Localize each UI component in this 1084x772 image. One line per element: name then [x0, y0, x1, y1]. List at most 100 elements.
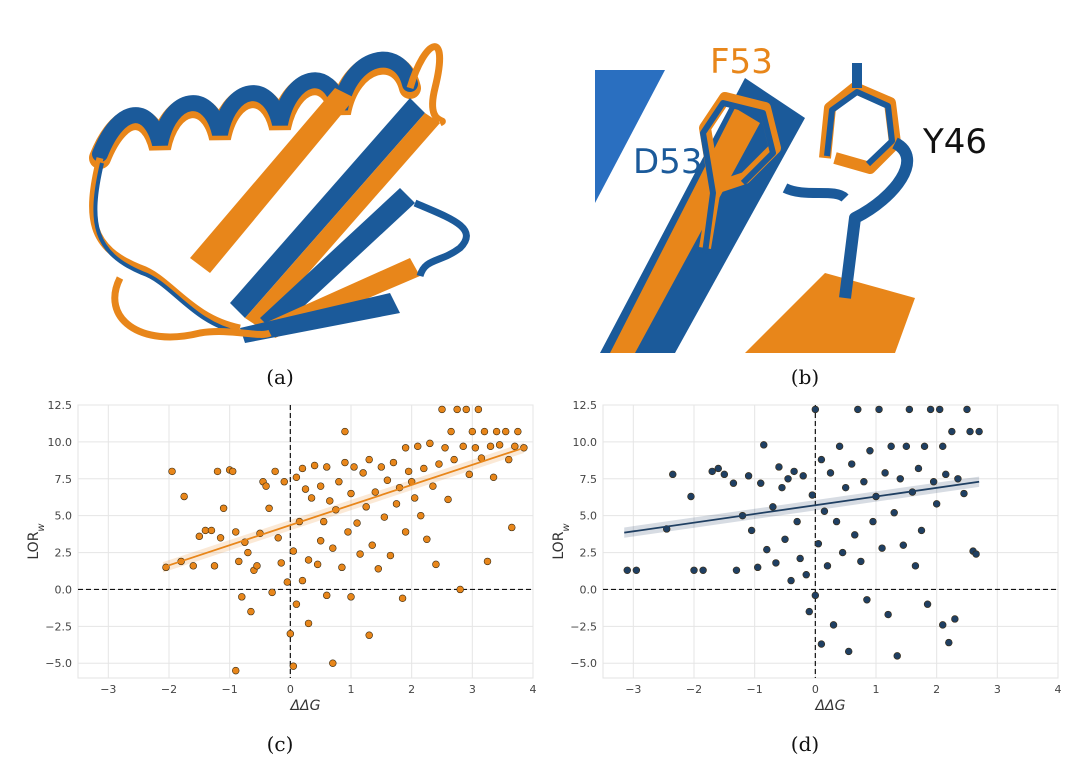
- data-point: [274, 534, 282, 542]
- data-point: [863, 596, 871, 604]
- y-tick-label: 12.5: [573, 399, 598, 412]
- data-point: [356, 550, 364, 558]
- data-point: [304, 619, 313, 628]
- data-point: [511, 442, 519, 451]
- y-axis-label: LORw: [26, 523, 47, 560]
- data-point: [262, 482, 270, 490]
- y-tick-label: 7.5: [55, 473, 73, 486]
- data-point: [708, 467, 716, 476]
- data-point: [857, 557, 865, 566]
- data-point: [320, 517, 328, 526]
- data-point: [669, 470, 677, 479]
- data-point: [235, 557, 243, 566]
- data-point: [623, 566, 631, 574]
- data-point: [398, 594, 407, 603]
- y-axis-label: LORw: [551, 523, 572, 560]
- regression-line: [624, 480, 980, 534]
- data-point: [954, 475, 962, 483]
- data-point: [802, 571, 810, 579]
- data-point: [389, 458, 398, 467]
- data-point: [963, 405, 971, 414]
- data-point: [948, 427, 956, 436]
- data-point: [936, 405, 944, 414]
- data-point: [923, 600, 932, 608]
- data-point: [966, 427, 974, 436]
- data-point: [911, 562, 920, 570]
- y-tick-label: 2.5: [55, 547, 73, 560]
- data-point: [401, 444, 410, 452]
- data-point: [347, 489, 355, 498]
- data-point: [914, 464, 923, 473]
- data-point: [814, 540, 823, 548]
- y-tick-label: 10.0: [48, 436, 73, 449]
- label-y46: Y46: [922, 122, 987, 162]
- data-point: [380, 513, 389, 521]
- data-point: [854, 405, 862, 414]
- data-point: [951, 615, 959, 623]
- caption-a: (a): [266, 365, 294, 389]
- data-point: [793, 517, 801, 526]
- data-point: [268, 588, 276, 597]
- sheet-fragment: [595, 70, 665, 203]
- data-point: [942, 470, 950, 479]
- data-point: [323, 463, 331, 471]
- data-point: [298, 576, 307, 585]
- data-point: [365, 455, 373, 464]
- data-point: [471, 444, 480, 452]
- data-point: [420, 464, 428, 473]
- data-point: [426, 439, 434, 448]
- helix-shape: [89, 51, 421, 169]
- data-point: [699, 566, 707, 574]
- label-f53: F53: [710, 48, 773, 82]
- caption-c: (c): [266, 732, 294, 756]
- y-tick-label: 5.0: [55, 510, 73, 523]
- data-point: [835, 442, 844, 451]
- x-tick-label: −1: [747, 683, 763, 696]
- x-tick-label: 2: [408, 683, 415, 696]
- data-point: [744, 472, 753, 480]
- data-point: [939, 621, 947, 629]
- data-point: [896, 475, 904, 483]
- data-point: [401, 528, 410, 536]
- data-point: [468, 427, 477, 436]
- data-point: [778, 483, 786, 492]
- data-point: [459, 442, 467, 451]
- data-point: [787, 576, 795, 585]
- data-point: [905, 405, 914, 414]
- loops: [89, 43, 470, 341]
- data-point: [732, 566, 741, 574]
- data-point: [823, 562, 832, 570]
- data-point: [875, 405, 883, 414]
- data-point: [414, 442, 422, 451]
- data-point: [216, 534, 225, 542]
- data-point: [826, 469, 835, 477]
- data-point: [926, 405, 935, 414]
- data-point: [489, 473, 498, 482]
- data-point: [851, 531, 859, 539]
- data-point: [432, 560, 440, 569]
- data-point: [310, 461, 319, 470]
- data-point: [417, 511, 425, 520]
- y-tick-label: 5.0: [580, 510, 598, 523]
- data-point: [383, 476, 392, 484]
- data-point: [438, 405, 446, 414]
- data-point: [289, 662, 298, 670]
- data-point: [359, 469, 367, 477]
- data-point: [232, 666, 240, 675]
- data-point: [772, 559, 780, 567]
- data-point: [377, 463, 386, 471]
- x-tick-label: 3: [469, 683, 476, 696]
- beta-strands: [190, 88, 440, 343]
- x-tick-label: −1: [222, 683, 238, 696]
- data-point: [232, 528, 240, 536]
- caption-b: (b): [790, 365, 820, 389]
- data-point: [323, 591, 331, 600]
- residue-closeup-image: F53 D53 Y46: [595, 48, 987, 353]
- data-point: [338, 563, 346, 572]
- data-point: [210, 562, 219, 570]
- plot-area: [77, 404, 534, 679]
- data-point: [283, 578, 291, 586]
- y-tick-label: −5.0: [45, 657, 72, 670]
- data-point: [374, 565, 382, 573]
- data-point: [447, 427, 455, 436]
